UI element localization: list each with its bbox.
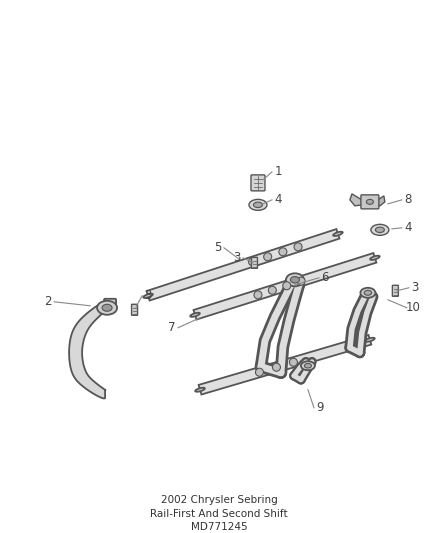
Text: 9: 9: [316, 401, 324, 414]
Circle shape: [297, 277, 305, 285]
Ellipse shape: [195, 387, 205, 392]
Text: 10: 10: [406, 301, 420, 314]
Ellipse shape: [249, 199, 267, 211]
Ellipse shape: [333, 232, 343, 236]
Circle shape: [268, 286, 276, 294]
FancyBboxPatch shape: [392, 285, 399, 296]
Circle shape: [283, 282, 291, 290]
Ellipse shape: [304, 364, 311, 368]
FancyBboxPatch shape: [361, 195, 379, 209]
Ellipse shape: [190, 313, 200, 317]
Text: 6: 6: [321, 271, 328, 284]
Ellipse shape: [301, 361, 315, 370]
Text: Rail-First And Second Shift: Rail-First And Second Shift: [150, 508, 288, 519]
Circle shape: [290, 358, 297, 366]
Circle shape: [264, 253, 272, 261]
Circle shape: [248, 258, 257, 266]
Text: 7: 7: [168, 321, 176, 334]
FancyBboxPatch shape: [104, 299, 116, 308]
Polygon shape: [146, 229, 339, 301]
Ellipse shape: [370, 256, 380, 260]
Polygon shape: [378, 196, 385, 206]
Circle shape: [255, 368, 264, 376]
FancyBboxPatch shape: [131, 304, 138, 316]
Ellipse shape: [365, 338, 374, 342]
Ellipse shape: [254, 202, 262, 207]
Polygon shape: [69, 302, 106, 399]
Ellipse shape: [360, 288, 375, 298]
FancyBboxPatch shape: [251, 175, 265, 191]
Text: 3: 3: [145, 289, 152, 302]
Text: 3: 3: [411, 281, 419, 294]
Circle shape: [294, 243, 302, 251]
Polygon shape: [198, 335, 371, 394]
Ellipse shape: [286, 273, 304, 286]
Text: 5: 5: [214, 241, 222, 254]
Text: 1: 1: [274, 165, 282, 179]
Ellipse shape: [143, 294, 153, 298]
Text: 4: 4: [274, 193, 282, 206]
Ellipse shape: [364, 290, 371, 295]
Ellipse shape: [367, 199, 373, 204]
Text: 4: 4: [404, 221, 412, 235]
Polygon shape: [194, 253, 376, 320]
Circle shape: [272, 364, 280, 372]
Text: 2: 2: [44, 295, 52, 308]
Ellipse shape: [375, 227, 385, 232]
Ellipse shape: [290, 277, 300, 283]
FancyBboxPatch shape: [251, 257, 258, 268]
Text: 2002 Chrysler Sebring: 2002 Chrysler Sebring: [161, 495, 277, 505]
Ellipse shape: [102, 304, 112, 311]
Ellipse shape: [97, 301, 117, 315]
Circle shape: [254, 291, 262, 299]
Polygon shape: [350, 194, 362, 206]
Text: MD771245: MD771245: [191, 522, 247, 531]
Text: 3: 3: [233, 252, 240, 264]
Circle shape: [279, 248, 287, 256]
Text: 8: 8: [404, 193, 412, 206]
Ellipse shape: [371, 224, 389, 236]
